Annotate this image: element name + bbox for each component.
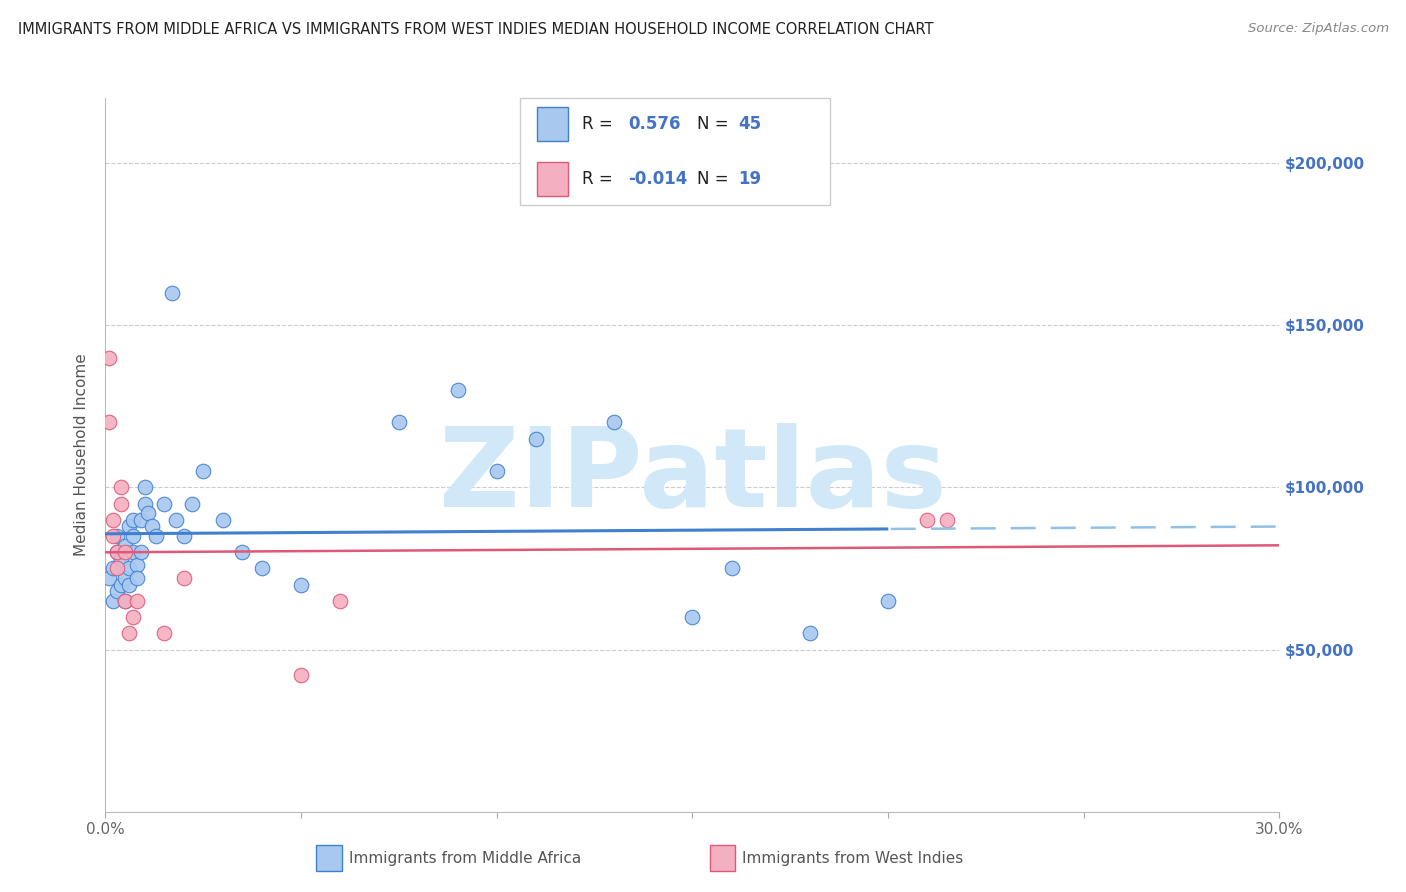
Point [118, 577, 141, 591]
Point [603, 416, 626, 430]
Point [105, 545, 128, 559]
Point [121, 610, 143, 624]
Point [105, 561, 128, 575]
Point [103, 561, 125, 575]
Point [118, 519, 141, 533]
Point [145, 529, 167, 543]
Point [388, 416, 411, 430]
Point [180, 497, 202, 511]
Text: Source: ZipAtlas.com: Source: ZipAtlas.com [1249, 22, 1389, 36]
Text: ZIPatlas: ZIPatlas [439, 423, 946, 530]
Point [125, 571, 148, 585]
Point [485, 464, 508, 478]
Point [114, 545, 136, 559]
Text: 45: 45 [738, 115, 761, 133]
Text: R =: R = [582, 170, 619, 188]
Point [173, 571, 195, 585]
Point [134, 497, 156, 511]
Point [153, 497, 176, 511]
Text: 0.576: 0.576 [628, 115, 681, 133]
Point [231, 545, 253, 559]
Point [193, 464, 215, 478]
Point [110, 551, 132, 566]
Point [125, 594, 148, 608]
Point [103, 594, 125, 608]
Point [121, 545, 143, 559]
Point [935, 513, 957, 527]
Point [211, 513, 233, 527]
Point [110, 480, 132, 494]
Point [446, 383, 468, 397]
Text: -0.014: -0.014 [628, 170, 688, 188]
Point [681, 610, 703, 624]
Text: Immigrants from Middle Africa: Immigrants from Middle Africa [349, 851, 581, 865]
Point [160, 285, 183, 300]
Point [799, 626, 821, 640]
Point [98, 351, 121, 365]
Text: Immigrants from West Indies: Immigrants from West Indies [742, 851, 963, 865]
Point [118, 561, 141, 575]
Point [98, 416, 121, 430]
Point [290, 668, 312, 682]
Point [105, 584, 128, 599]
Text: 19: 19 [738, 170, 761, 188]
Point [118, 626, 141, 640]
Point [915, 513, 938, 527]
Point [121, 513, 143, 527]
Point [129, 513, 152, 527]
Point [114, 594, 136, 608]
Point [114, 539, 136, 553]
Point [524, 432, 547, 446]
Point [105, 545, 128, 559]
Point [125, 558, 148, 573]
Point [329, 594, 352, 608]
Point [110, 497, 132, 511]
Text: N =: N = [697, 115, 734, 133]
Point [165, 513, 187, 527]
Text: N =: N = [697, 170, 734, 188]
Point [114, 571, 136, 585]
Point [134, 480, 156, 494]
Text: R =: R = [582, 115, 619, 133]
Point [114, 594, 136, 608]
Point [129, 545, 152, 559]
Point [153, 626, 176, 640]
Point [290, 577, 312, 591]
Point [250, 561, 273, 575]
Point [173, 529, 195, 543]
Point [141, 519, 163, 533]
Text: IMMIGRANTS FROM MIDDLE AFRICA VS IMMIGRANTS FROM WEST INDIES MEDIAN HOUSEHOLD IN: IMMIGRANTS FROM MIDDLE AFRICA VS IMMIGRA… [18, 22, 934, 37]
Point [105, 529, 128, 543]
Point [720, 561, 742, 575]
Point [138, 506, 160, 520]
Point [877, 594, 900, 608]
Point [98, 571, 121, 585]
Point [103, 513, 125, 527]
Point [121, 529, 143, 543]
Point [110, 577, 132, 591]
Y-axis label: Median Household Income: Median Household Income [75, 353, 90, 557]
Point [103, 529, 125, 543]
